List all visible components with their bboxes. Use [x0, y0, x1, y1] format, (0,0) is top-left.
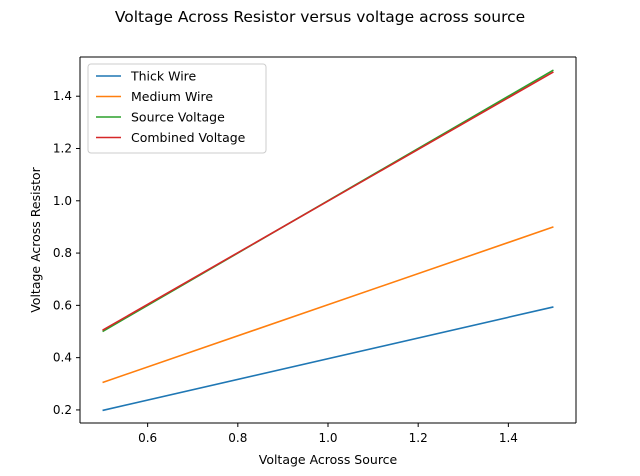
chart-title: Voltage Across Resistor versus voltage a…	[115, 8, 525, 26]
legend-items: Thick Wire Medium Wire Source Voltage Combi…	[96, 69, 246, 145]
series-line-2	[102, 226, 554, 384]
x-tick-label: 1.4	[499, 431, 518, 445]
y-tick-label: 0.6	[53, 298, 72, 312]
x-axis-ticks: 0.6 0.8 1.0 1.2 1.4	[138, 423, 518, 445]
legend-label: Thick Wire	[130, 69, 197, 84]
y-tick-label: 1.4	[53, 89, 72, 103]
x-axis-label: Voltage Across Source	[259, 452, 398, 467]
series-layer	[102, 69, 554, 412]
legend-label: Combined Voltage	[131, 130, 246, 145]
y-axis-ticks: 0.2 0.4 0.6 0.8 1.0 1.2 1.4	[53, 89, 80, 417]
y-tick-label: 0.2	[53, 403, 72, 417]
legend: Thick Wire Medium Wire Source Voltage Combi…	[87, 63, 267, 154]
x-tick-label: 0.6	[138, 431, 157, 445]
y-tick-label: 0.4	[53, 351, 72, 365]
series-line-4	[102, 71, 554, 331]
legend-label: Medium Wire	[131, 89, 213, 104]
legend-box	[87, 63, 267, 154]
x-tick-label: 1.0	[318, 431, 337, 445]
legend-label: Source Voltage	[131, 110, 225, 125]
x-tick-label: 1.2	[409, 431, 428, 445]
y-tick-label: 1.2	[53, 142, 72, 156]
x-tick-label: 0.8	[228, 431, 247, 445]
y-tick-label: 1.0	[53, 194, 72, 208]
series-line-1	[102, 306, 554, 412]
y-tick-label: 0.8	[53, 246, 72, 260]
y-axis-label: Voltage Across Resistor	[28, 166, 43, 312]
